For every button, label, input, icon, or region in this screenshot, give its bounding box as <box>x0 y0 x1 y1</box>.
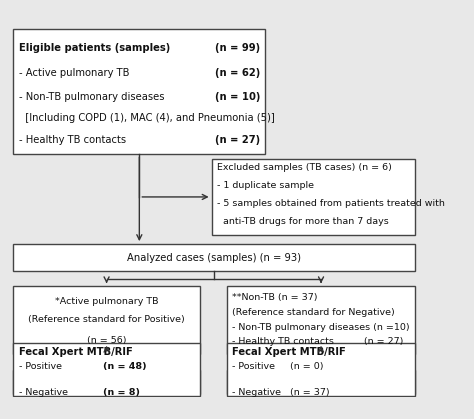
Bar <box>13 286 200 354</box>
Bar <box>227 370 415 394</box>
Bar <box>13 244 415 271</box>
Text: [Including COPD (1), MAC (4), and Pneumonia (5)]: [Including COPD (1), MAC (4), and Pneumo… <box>18 114 274 124</box>
Text: (Reference standard for Negative): (Reference standard for Negative) <box>232 308 395 317</box>
Text: - Negative: - Negative <box>232 388 281 397</box>
Text: Fecal Xpert MTB/RIF: Fecal Xpert MTB/RIF <box>18 347 132 357</box>
Text: Analyzed cases (samples) (n = 93): Analyzed cases (samples) (n = 93) <box>127 253 301 263</box>
Text: - Positive: - Positive <box>232 362 275 370</box>
Text: anti-TB drugs for more than 7 days: anti-TB drugs for more than 7 days <box>217 217 389 226</box>
Bar <box>13 370 200 394</box>
Text: - 5 samples obtained from patients treated with: - 5 samples obtained from patients treat… <box>217 199 445 208</box>
Text: - Negative: - Negative <box>18 388 68 397</box>
Text: (n = 37): (n = 37) <box>290 388 329 397</box>
Text: (Reference standard for Positive): (Reference standard for Positive) <box>28 315 185 324</box>
Bar <box>211 159 415 235</box>
Text: - Healthy TB contacts          (n = 27): - Healthy TB contacts (n = 27) <box>232 337 403 347</box>
Text: (n = 48): (n = 48) <box>103 362 146 370</box>
Text: - Active pulmonary TB: - Active pulmonary TB <box>18 67 129 78</box>
Bar <box>13 28 265 154</box>
Text: - 1 duplicate sample: - 1 duplicate sample <box>217 181 314 190</box>
Text: **Non-TB (n = 37): **Non-TB (n = 37) <box>232 293 318 303</box>
Text: - Non-TB pulmonary diseases: - Non-TB pulmonary diseases <box>18 92 164 102</box>
Text: (n = 27): (n = 27) <box>215 135 260 145</box>
Text: - Healthy TB contacts: - Healthy TB contacts <box>18 135 126 145</box>
Text: (n = 0): (n = 0) <box>290 362 323 370</box>
Text: (n = 56): (n = 56) <box>87 336 127 345</box>
Bar <box>227 286 415 354</box>
Bar <box>13 343 200 396</box>
Text: - Non-TB pulmonary diseases (n =10): - Non-TB pulmonary diseases (n =10) <box>232 323 410 332</box>
Text: *Active pulmonary TB: *Active pulmonary TB <box>55 297 158 306</box>
Text: (n = 10): (n = 10) <box>215 92 260 102</box>
Text: Fecal Xpert MTB/RIF: Fecal Xpert MTB/RIF <box>232 347 346 357</box>
Text: (n = 99): (n = 99) <box>215 44 260 54</box>
Text: Eligible patients (samples): Eligible patients (samples) <box>18 44 170 54</box>
Bar <box>227 343 415 396</box>
Text: (n = 8): (n = 8) <box>103 388 140 397</box>
Text: - Positive: - Positive <box>18 362 62 370</box>
Text: (n = 62): (n = 62) <box>215 67 260 78</box>
Text: Excluded samples (TB cases) (n = 6): Excluded samples (TB cases) (n = 6) <box>217 163 392 172</box>
